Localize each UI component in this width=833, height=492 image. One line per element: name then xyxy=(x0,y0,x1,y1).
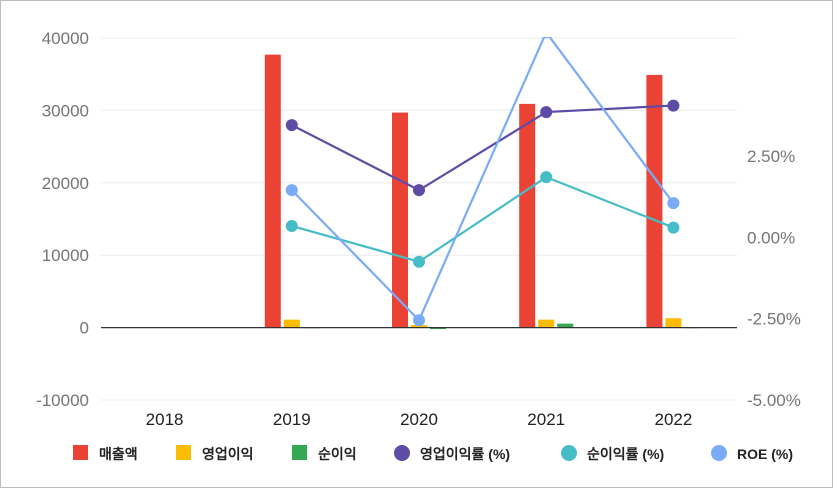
legend-label: ROE (%) xyxy=(737,446,793,462)
data-point xyxy=(285,184,298,197)
bar xyxy=(392,112,408,328)
bar xyxy=(557,323,574,328)
data-point xyxy=(540,106,553,119)
left-axis: 40000 30000 20000 10000 0 -10000 xyxy=(36,29,89,410)
left-tick-label: 30000 xyxy=(42,101,89,120)
series-line xyxy=(291,37,675,323)
data-point xyxy=(413,255,425,268)
bar xyxy=(519,103,536,328)
series-line xyxy=(291,175,674,263)
bar xyxy=(411,325,427,328)
data-point xyxy=(542,37,551,39)
series-line xyxy=(291,104,674,192)
bars xyxy=(264,54,701,330)
left-tick-label: 40000 xyxy=(42,29,89,48)
right-tick-label: -2.50% xyxy=(747,310,801,329)
legend-label: 영업이익 xyxy=(202,446,254,462)
data-point xyxy=(667,221,680,234)
legend-swatch xyxy=(711,445,727,461)
right-tick-label: 0.00% xyxy=(747,228,795,247)
legend-swatch xyxy=(561,445,577,461)
legend: 매출액 영업이익 순이익 영업이익률 (%) 순이익률 (%) ROE (%) xyxy=(73,445,793,462)
line-series xyxy=(285,37,680,327)
bar xyxy=(646,74,663,328)
x-tick-label: 2019 xyxy=(273,410,311,429)
left-tick-label: 0 xyxy=(80,319,89,338)
x-tick-label: 2022 xyxy=(654,410,692,429)
bar xyxy=(264,54,281,328)
data-point xyxy=(285,219,298,232)
x-axis: 2018 2019 2020 2021 2022 xyxy=(146,410,693,429)
legend-label: 순이익 xyxy=(318,446,357,462)
left-tick-label: -10000 xyxy=(36,391,89,410)
right-axis: 2.50% 0.00% -2.50% -5.00% xyxy=(747,147,801,410)
data-point xyxy=(413,184,425,197)
data-point xyxy=(413,314,425,327)
x-tick-label: 2018 xyxy=(146,410,184,429)
legend-swatch xyxy=(394,445,410,461)
bar xyxy=(430,327,446,330)
legend-swatch xyxy=(292,445,307,460)
legend-swatch xyxy=(73,445,88,460)
left-tick-label: 10000 xyxy=(42,246,89,265)
data-point xyxy=(667,99,680,112)
right-tick-label: -5.00% xyxy=(747,391,801,410)
data-point xyxy=(285,119,298,132)
right-tick-label: 2.50% xyxy=(747,147,795,166)
data-point xyxy=(667,197,680,210)
bar xyxy=(538,319,555,328)
x-tick-label: 2021 xyxy=(527,410,565,429)
data-point xyxy=(540,171,553,184)
legend-label: 순이익률 (%) xyxy=(587,446,664,462)
bar xyxy=(283,319,300,328)
bar xyxy=(665,318,682,328)
legend-swatch xyxy=(176,445,191,460)
legend-label: 매출액 xyxy=(99,446,138,462)
gridlines xyxy=(101,37,737,401)
x-tick-label: 2020 xyxy=(400,410,438,429)
legend-label: 영업이익률 (%) xyxy=(420,446,510,462)
left-tick-label: 20000 xyxy=(42,174,89,193)
